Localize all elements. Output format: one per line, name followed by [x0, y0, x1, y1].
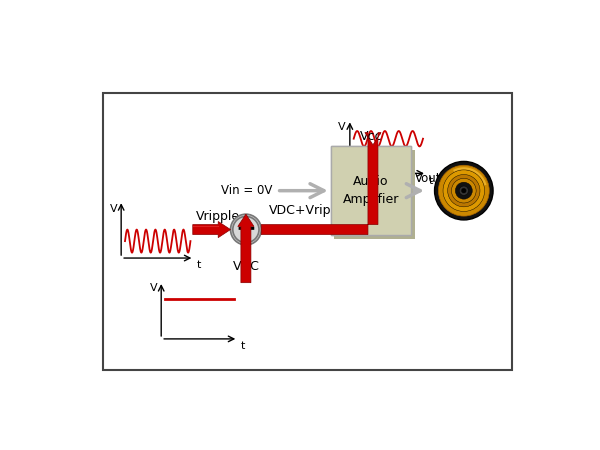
- FancyBboxPatch shape: [334, 150, 415, 239]
- Polygon shape: [238, 214, 254, 283]
- Circle shape: [448, 175, 480, 207]
- Circle shape: [439, 165, 489, 216]
- Text: Vcc: Vcc: [360, 130, 382, 143]
- Text: Vin = 0V: Vin = 0V: [221, 184, 273, 197]
- Text: Vout: Vout: [415, 171, 442, 184]
- Text: t: t: [241, 341, 245, 351]
- Circle shape: [233, 216, 259, 243]
- Circle shape: [455, 182, 472, 199]
- Text: V: V: [338, 122, 346, 132]
- Bar: [103, 93, 512, 370]
- Text: Audio: Audio: [353, 176, 389, 188]
- Text: VDC: VDC: [232, 261, 259, 274]
- Circle shape: [230, 214, 262, 245]
- Text: Vripple: Vripple: [196, 211, 240, 223]
- Text: V: V: [150, 284, 157, 293]
- Text: t: t: [429, 176, 434, 186]
- Circle shape: [451, 178, 476, 203]
- FancyBboxPatch shape: [331, 146, 412, 235]
- Text: V: V: [110, 204, 118, 214]
- FancyBboxPatch shape: [331, 146, 412, 235]
- Text: VDC+Vripple: VDC+Vripple: [269, 204, 350, 217]
- Circle shape: [461, 189, 466, 193]
- Text: +: +: [235, 217, 256, 241]
- Polygon shape: [193, 221, 230, 238]
- Circle shape: [459, 186, 469, 195]
- Polygon shape: [262, 133, 381, 234]
- Circle shape: [443, 170, 485, 211]
- Circle shape: [434, 162, 493, 220]
- Text: t: t: [197, 261, 201, 270]
- Text: Amplifier: Amplifier: [343, 193, 399, 206]
